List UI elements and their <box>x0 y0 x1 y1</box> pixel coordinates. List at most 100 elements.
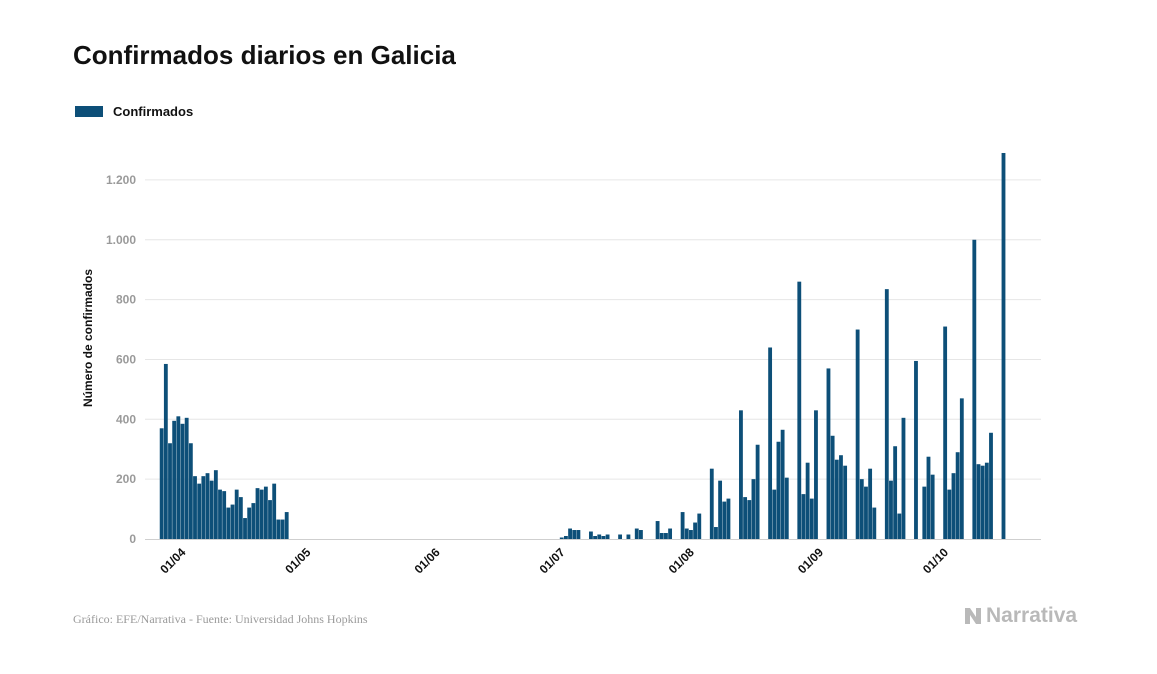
bar <box>238 497 243 539</box>
bar <box>205 473 210 539</box>
bar <box>572 530 577 539</box>
bar <box>668 528 673 539</box>
bar <box>926 456 931 539</box>
bar <box>893 446 898 539</box>
bar <box>684 528 689 539</box>
bar <box>268 500 272 539</box>
bar <box>272 483 277 539</box>
bar <box>884 289 889 539</box>
bar <box>559 537 564 539</box>
bar <box>980 465 985 539</box>
bar <box>897 513 902 539</box>
bar <box>797 281 802 539</box>
bar <box>714 527 718 539</box>
y-tick-label: 200 <box>116 472 136 486</box>
bar <box>755 444 760 539</box>
bar <box>259 489 264 539</box>
bar <box>972 239 977 539</box>
bar <box>784 477 789 539</box>
x-tick-label: 01/09 <box>795 545 826 576</box>
bar <box>989 432 993 539</box>
bar <box>193 476 197 539</box>
bar <box>172 420 177 539</box>
bar <box>872 507 877 539</box>
bar <box>626 534 631 539</box>
bar <box>868 468 873 539</box>
bar <box>976 464 981 539</box>
x-tick-label: 01/08 <box>666 545 697 576</box>
bar <box>209 480 214 539</box>
x-axis-ticks: 01/04 01/05 01/06 01/07 01/08 01/09 01/10 <box>157 545 951 576</box>
bar <box>809 498 814 539</box>
bar <box>218 489 222 539</box>
bars <box>159 152 1006 539</box>
bar <box>251 503 256 539</box>
bar <box>722 501 727 539</box>
bar <box>855 329 860 539</box>
bar <box>947 489 952 539</box>
bar <box>718 480 723 539</box>
bar <box>213 470 218 539</box>
chart-title: Confirmados diarios en Galicia <box>73 40 456 70</box>
bar <box>226 507 231 539</box>
bar <box>805 462 810 539</box>
bar <box>263 486 268 539</box>
bar <box>180 423 185 539</box>
bar <box>593 536 598 539</box>
y-tick-label: 0 <box>129 532 136 546</box>
bar <box>601 536 606 539</box>
bar <box>176 416 181 539</box>
bar <box>914 360 918 539</box>
x-tick-label: 01/06 <box>412 545 443 576</box>
bar <box>163 363 168 539</box>
bar <box>618 534 623 539</box>
bar <box>568 528 572 539</box>
bar <box>680 512 685 539</box>
y-tick-label: 1.200 <box>106 173 136 187</box>
bar <box>222 491 227 539</box>
bar <box>655 521 660 539</box>
bar <box>709 468 714 539</box>
bar <box>201 476 206 539</box>
bar <box>276 519 281 539</box>
bar <box>588 531 593 539</box>
y-tick-label: 800 <box>116 293 136 307</box>
bar <box>768 347 773 539</box>
bar <box>576 530 581 539</box>
x-tick-label: 01/05 <box>282 545 313 576</box>
bar <box>955 452 960 539</box>
bar <box>689 530 693 539</box>
bar <box>826 368 831 539</box>
narrativa-logo-icon <box>965 608 981 624</box>
bar <box>930 474 935 539</box>
bar <box>743 497 748 539</box>
bar <box>747 500 752 539</box>
bar <box>659 533 664 539</box>
bar <box>834 459 839 539</box>
bar <box>951 473 956 539</box>
grid-lines <box>145 179 1041 480</box>
bar <box>739 410 743 539</box>
bar <box>801 494 806 539</box>
bar <box>197 483 202 539</box>
legend-label-confirmados: Confirmados <box>113 104 194 119</box>
bar <box>922 486 927 539</box>
bar <box>859 479 864 539</box>
bar <box>780 429 785 539</box>
y-axis-label: Número de confirmados <box>81 269 95 407</box>
source-note: Gráfico: EFE/Narrativa - Fuente: Univers… <box>73 612 368 626</box>
bar <box>843 465 848 539</box>
bar <box>605 534 610 539</box>
bar <box>776 441 781 539</box>
bar <box>597 534 602 539</box>
brand-name: Narrativa <box>986 604 1078 627</box>
bar <box>634 528 639 539</box>
bar <box>943 326 948 539</box>
bar <box>889 480 893 539</box>
bar <box>959 398 964 539</box>
bar <box>726 498 731 539</box>
bar <box>255 488 260 539</box>
bar <box>243 518 247 539</box>
bar <box>184 417 189 539</box>
bar <box>693 522 698 539</box>
